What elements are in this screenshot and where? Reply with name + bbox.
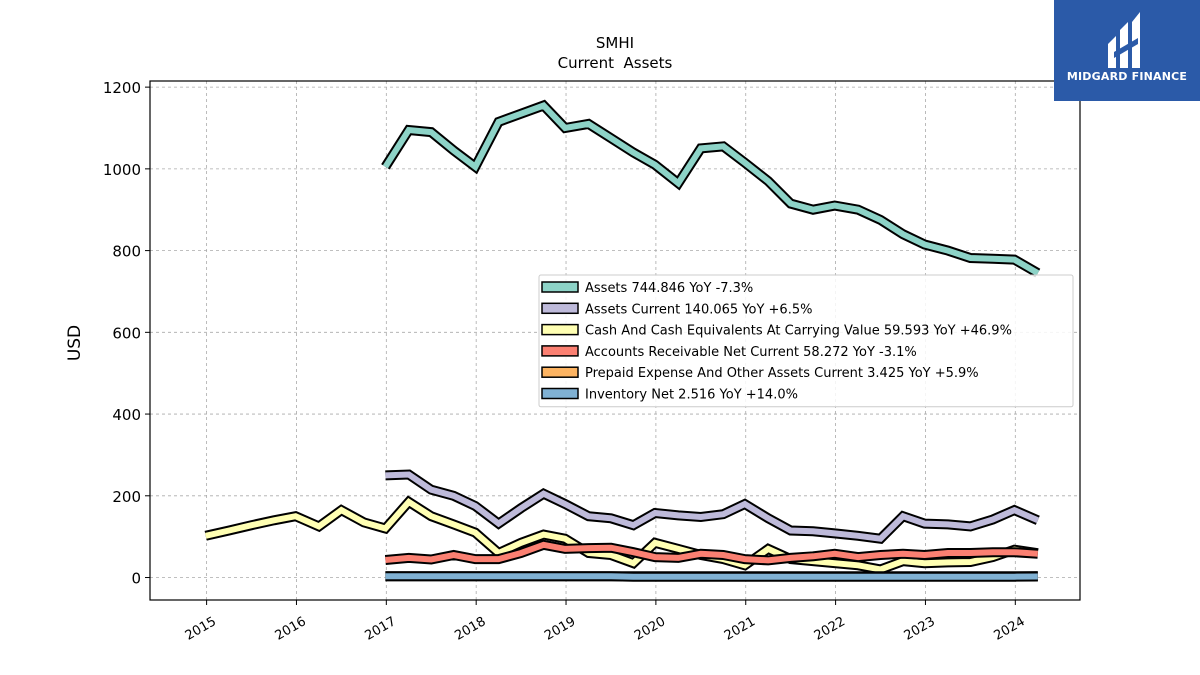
- series-line: [381, 99, 1041, 278]
- legend-label: Accounts Receivable Net Current 58.272 Y…: [585, 345, 917, 360]
- legend-swatch: [541, 345, 579, 357]
- series-fill: [205, 497, 1039, 573]
- plot-frame: [149, 80, 1081, 601]
- series-line: [384, 539, 1039, 566]
- legend-label: Assets 744.846 YoY -7.3%: [585, 281, 753, 296]
- x-tick-label: 2024: [991, 614, 1027, 644]
- x-tick-label: 2016: [273, 614, 309, 644]
- logo-mark-icon: [1108, 12, 1140, 68]
- y-tick-label: 600: [112, 324, 141, 342]
- series-line: [204, 495, 1039, 575]
- series-layer: [204, 99, 1041, 582]
- x-tick-label: 2015: [183, 614, 219, 644]
- legend-swatch: [541, 387, 579, 400]
- legend-box: [538, 274, 1074, 408]
- chart-subtitle: Current Assets: [558, 54, 673, 72]
- y-tick-label: 400: [112, 406, 141, 424]
- series-fill: [385, 541, 1038, 564]
- x-tick-label: 2022: [812, 614, 848, 644]
- y-tick-label: 0: [131, 570, 141, 588]
- y-axis-label: USD: [65, 325, 85, 361]
- series-fill: [382, 102, 1040, 276]
- y-tick-label: 1200: [103, 79, 141, 97]
- y-tick-label: 800: [112, 243, 141, 261]
- legend-label: Cash And Cash Equivalents At Carrying Va…: [585, 324, 1012, 339]
- x-tick-label: 2021: [722, 614, 758, 644]
- legend-swatch: [541, 281, 579, 293]
- legend-label: Prepaid Expense And Other Assets Current…: [585, 366, 979, 381]
- chart-title: SMHI: [596, 34, 634, 52]
- x-tick-label: 2020: [632, 614, 668, 644]
- series-outline: [385, 469, 1040, 544]
- series-fill: [385, 471, 1039, 542]
- x-tick-label: 2017: [362, 614, 398, 644]
- y-tick-label: 200: [112, 488, 141, 506]
- x-tick-label: 2023: [902, 614, 938, 644]
- legend-swatch: [541, 366, 579, 378]
- logo-text: MIDGARD FINANCE: [1066, 70, 1188, 83]
- x-tick-label: 2019: [542, 614, 578, 644]
- legend-label: Inventory Net 2.516 YoY +14.0%: [585, 388, 798, 403]
- midgard-finance-logo: MIDGARD FINANCE: [1054, 0, 1200, 101]
- legend: Assets 744.846 YoY -7.3% Assets Current 1…: [538, 274, 1074, 408]
- legend-swatch: [541, 323, 579, 336]
- series-line: [385, 469, 1040, 544]
- legend-label: Assets Current 140.065 YoY +6.5%: [585, 302, 812, 317]
- y-tick-label: 1000: [103, 161, 141, 179]
- legend-swatch: [541, 302, 579, 315]
- x-tick-label: 2018: [452, 614, 488, 644]
